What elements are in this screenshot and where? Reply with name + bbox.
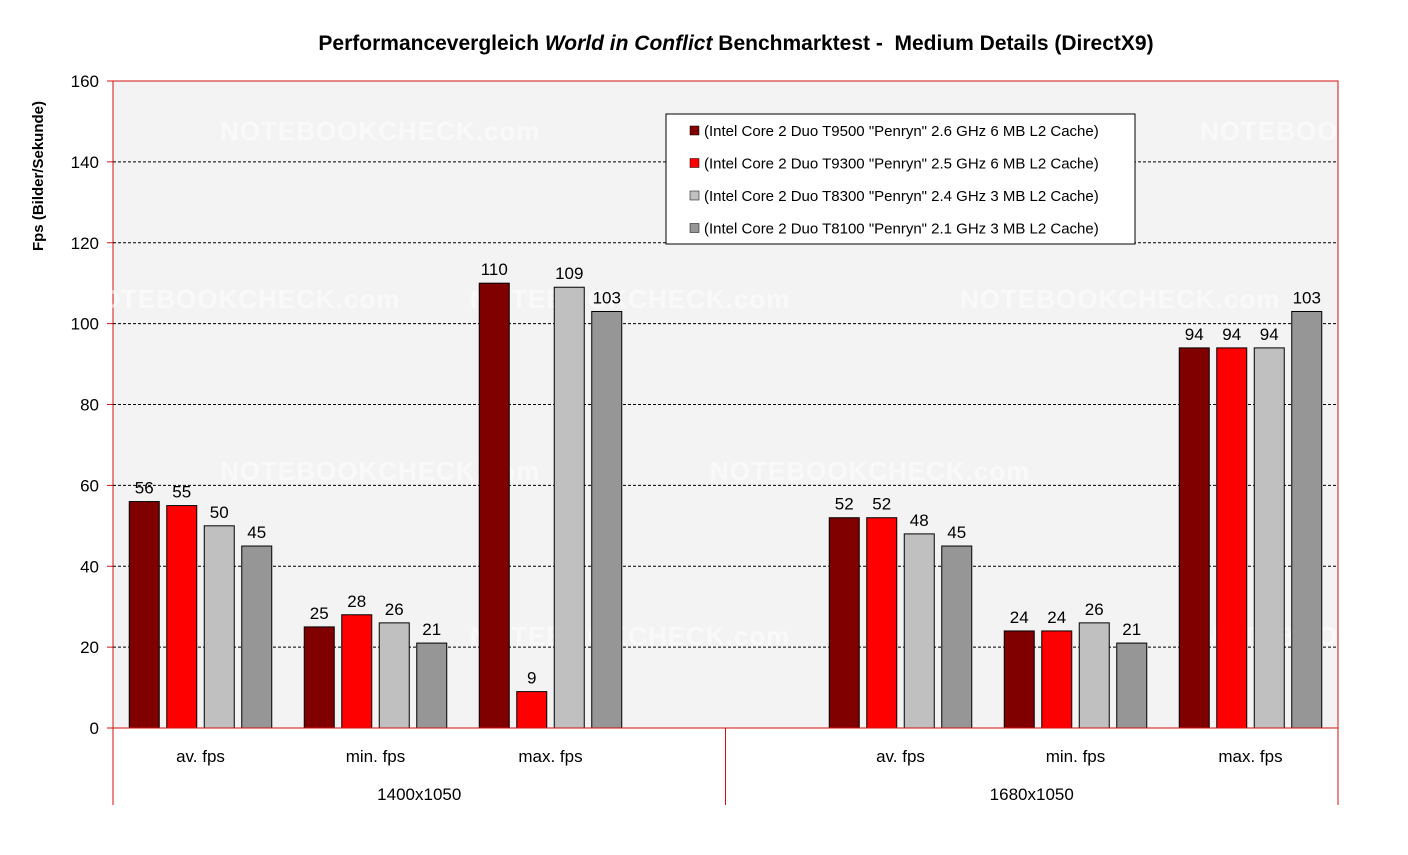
- category-label: av. fps: [176, 747, 225, 766]
- chart-title: Performancevergleich World in Conflict B…: [318, 32, 1153, 55]
- bar: [828, 517, 860, 729]
- bar: [591, 310, 623, 729]
- data-label: 26: [385, 600, 404, 619]
- data-label: 24: [1047, 608, 1066, 627]
- watermark-text: NOTEBOOKCHECK.com: [960, 284, 1280, 314]
- bar: [1078, 622, 1110, 729]
- bar: [128, 501, 160, 729]
- y-tick-label: 40: [80, 557, 99, 576]
- y-tick-label: 20: [80, 638, 99, 657]
- legend-swatch: [689, 158, 700, 168]
- bar: [1041, 630, 1073, 729]
- data-label: 26: [1085, 600, 1104, 619]
- bar: [341, 614, 373, 729]
- data-label: 50: [210, 503, 229, 522]
- title-part-game: World in Conflict: [545, 32, 714, 55]
- bar: [1253, 347, 1285, 729]
- legend-label: (Intel Core 2 Duo T8100 "Penryn" 2.1 GHz…: [704, 221, 1099, 238]
- bar: [903, 533, 935, 729]
- bar: [1216, 347, 1248, 729]
- bars-layer: 56 55 50 45 25 28 26 21 110 9 109 103 52 52 48 45 24 24 26…: [128, 260, 1323, 729]
- watermark-text: NOTEBOOKCHECK.com: [80, 284, 400, 314]
- bar: [203, 525, 235, 729]
- category-label: min. fps: [346, 747, 406, 766]
- data-label: 94: [1185, 325, 1204, 344]
- watermark-text: NOTEBOOKCHECK.com: [1200, 116, 1408, 146]
- watermark-text: NOTEBOOKCHECK.com: [470, 621, 790, 651]
- bar: [241, 545, 273, 729]
- legend: (Intel Core 2 Duo T9500 "Penryn" 2.6 GHz…: [665, 113, 1136, 245]
- data-label: 55: [172, 483, 191, 502]
- legend-swatch: [689, 223, 700, 233]
- legend-label: (Intel Core 2 Duo T9300 "Penryn" 2.5 GHz…: [704, 156, 1099, 173]
- legend-swatch: [689, 125, 700, 136]
- data-label: 45: [947, 523, 966, 542]
- y-tick-label: 80: [80, 396, 99, 415]
- watermark-text: NOTEBOOKCHECK.com: [470, 284, 790, 314]
- y-tick-label: 60: [80, 476, 99, 495]
- y-axis-label: Fps (Bilder/Sekunde): [30, 101, 47, 251]
- data-label: 103: [1293, 288, 1321, 307]
- data-label: 25: [310, 604, 329, 623]
- bar: [378, 622, 410, 729]
- bar: [866, 517, 898, 729]
- bar: [303, 626, 335, 729]
- title-part-2: Benchmarktest - Medium Details (DirectX9…: [712, 32, 1153, 55]
- data-label: 21: [422, 620, 441, 639]
- data-label: 24: [1010, 608, 1029, 627]
- y-tick-label: 140: [71, 153, 99, 172]
- data-label: 94: [1222, 325, 1241, 344]
- y-tick-label: 0: [90, 719, 99, 738]
- legend-label: (Intel Core 2 Duo T9500 "Penryn" 2.6 GHz…: [704, 123, 1099, 140]
- y-axis: 0 20 40 60 80 100 120 140 160: [71, 72, 113, 738]
- bar: [478, 282, 510, 729]
- data-label: 9: [527, 669, 536, 688]
- category-label: min. fps: [1046, 747, 1106, 766]
- data-label: 28: [347, 592, 366, 611]
- data-label: 45: [247, 523, 266, 542]
- legend-label: (Intel Core 2 Duo T8300 "Penryn" 2.4 GHz…: [704, 188, 1099, 205]
- watermark-text: NOTEBOOKCHECK.com: [220, 116, 540, 146]
- y-tick-label: 100: [71, 315, 99, 334]
- group-label: 1400x1050: [377, 785, 461, 804]
- category-label: max. fps: [518, 747, 582, 766]
- bar: [416, 642, 448, 729]
- group-label: 1680x1050: [990, 785, 1074, 804]
- data-label: 52: [872, 495, 891, 514]
- watermark-text: NOTEBOOKCHECK.com: [710, 456, 1030, 486]
- bar: [1291, 310, 1323, 729]
- bar: [553, 286, 585, 729]
- bar: [941, 545, 973, 729]
- bar: [166, 505, 198, 729]
- data-label: 110: [481, 260, 508, 279]
- data-label: 21: [1122, 620, 1141, 639]
- data-label: 48: [910, 511, 929, 530]
- bar: [1178, 347, 1210, 729]
- bar: [516, 691, 548, 729]
- bar: [1116, 642, 1148, 729]
- bar: [1003, 630, 1035, 729]
- y-tick-label: 160: [71, 72, 99, 91]
- data-label: 103: [593, 288, 621, 307]
- data-label: 94: [1260, 325, 1279, 344]
- legend-swatch: [689, 190, 700, 201]
- data-label: 52: [835, 495, 854, 514]
- x-axis: av. fps min. fps max. fps av. fps min. fps ma…: [112, 727, 1339, 805]
- legend-box: [665, 113, 1136, 245]
- y-tick-label: 120: [71, 234, 99, 253]
- category-label: av. fps: [876, 747, 925, 766]
- category-label: max. fps: [1218, 747, 1282, 766]
- title-part-1: Performancevergleich: [318, 32, 544, 55]
- data-label: 109: [555, 264, 583, 283]
- data-label: 56: [135, 479, 154, 498]
